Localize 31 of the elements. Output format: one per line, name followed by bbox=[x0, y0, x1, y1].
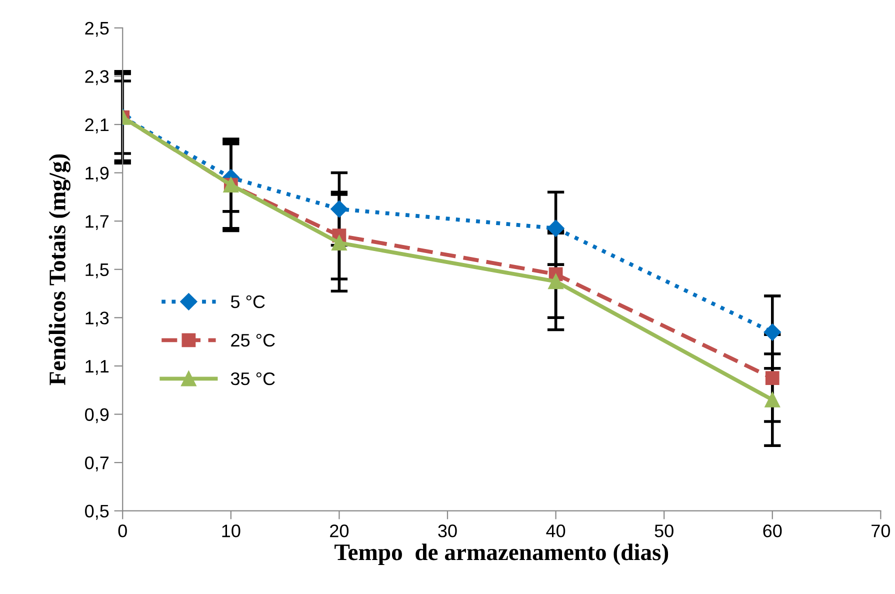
y-tick-label: 0,9 bbox=[85, 408, 109, 424]
y-tick-label: 0,5 bbox=[85, 504, 109, 520]
legend-label: 5 °C bbox=[230, 295, 265, 308]
point bbox=[764, 324, 781, 341]
y-tick-label: 2,1 bbox=[85, 118, 109, 134]
y-axis-title: Fenólicos Totais (mg/g) bbox=[48, 154, 70, 386]
y-tick-label: 2,5 bbox=[85, 22, 109, 37]
point bbox=[332, 235, 347, 250]
x-tick-label: 60 bbox=[763, 524, 782, 538]
x-tick-label: 20 bbox=[330, 524, 349, 538]
point bbox=[765, 371, 780, 385]
y-tick-label: 0,7 bbox=[85, 456, 109, 472]
point bbox=[548, 274, 564, 290]
x-tick-label: 10 bbox=[222, 524, 240, 538]
y-tick-label: 1,3 bbox=[86, 312, 109, 327]
y-tick-label: 1,5 bbox=[86, 264, 109, 278]
x-axis-title: Tempo de armazenamento (dias) bbox=[334, 544, 668, 566]
x-tick-label: 30 bbox=[438, 524, 457, 538]
x-tick-label: 0 bbox=[118, 524, 127, 538]
y-tick-label: 2,3 bbox=[85, 70, 109, 86]
x-tick-label: 50 bbox=[654, 524, 674, 538]
point bbox=[764, 392, 780, 408]
x-tick-label: 70 bbox=[872, 524, 890, 538]
y-tick-label: 1,9 bbox=[86, 166, 109, 182]
point bbox=[330, 200, 348, 218]
point bbox=[547, 220, 564, 237]
y-tick-label: 1,1 bbox=[86, 360, 109, 375]
x-tick-label: 40 bbox=[546, 524, 566, 538]
y-tick-label: 1,7 bbox=[86, 215, 109, 230]
legend-label: 35 °C bbox=[230, 372, 275, 386]
legend-label: 25 °C bbox=[231, 334, 275, 347]
